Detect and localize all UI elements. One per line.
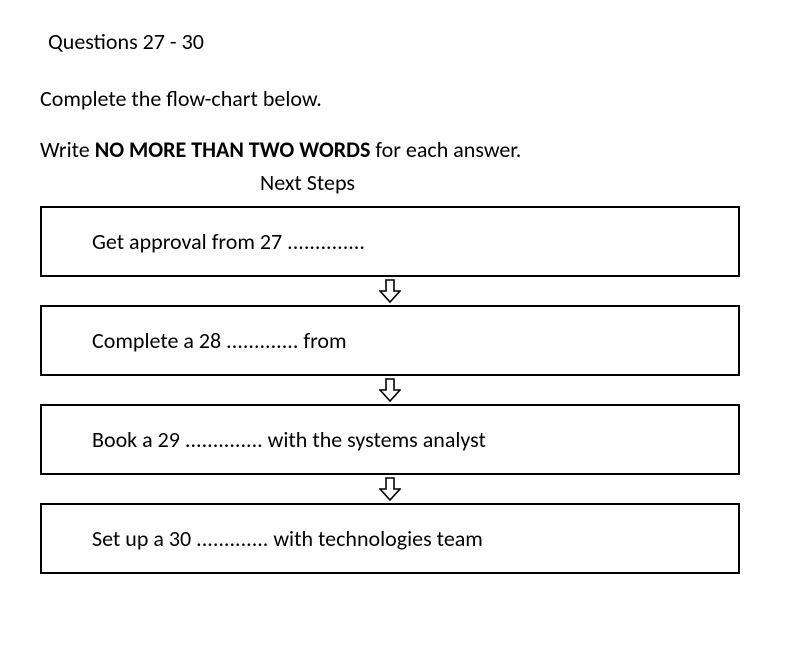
arrow-down-icon [379, 477, 401, 501]
flowchart-node: Get approval from 27 .............. [40, 206, 740, 277]
instruction-prefix: Write [40, 136, 95, 163]
instruction-line-1: Complete the flow-chart below. [40, 85, 760, 112]
flowchart-node: Set up a 30 ............. with technolog… [40, 503, 740, 574]
flowchart-arrow [40, 475, 740, 503]
arrow-down-icon [379, 378, 401, 402]
flowchart: Get approval from 27 .............. Comp… [40, 206, 760, 574]
instruction-bold: NO MORE THAN TWO WORDS [95, 136, 371, 163]
arrow-down-icon [379, 279, 401, 303]
instruction-line-2: Write NO MORE THAN TWO WORDS for each an… [40, 136, 760, 163]
instruction-suffix: for each answer. [370, 136, 521, 163]
flowchart-arrow [40, 376, 740, 404]
flowchart-node: Complete a 28 ............. from [40, 305, 740, 376]
flowchart-arrow [40, 277, 740, 305]
question-range-heading: Questions 27 - 30 [48, 28, 760, 55]
worksheet-page: Questions 27 - 30 Complete the flow-char… [0, 0, 800, 647]
flowchart-subtitle: Next Steps [260, 169, 760, 196]
flowchart-node: Book a 29 .............. with the system… [40, 404, 740, 475]
